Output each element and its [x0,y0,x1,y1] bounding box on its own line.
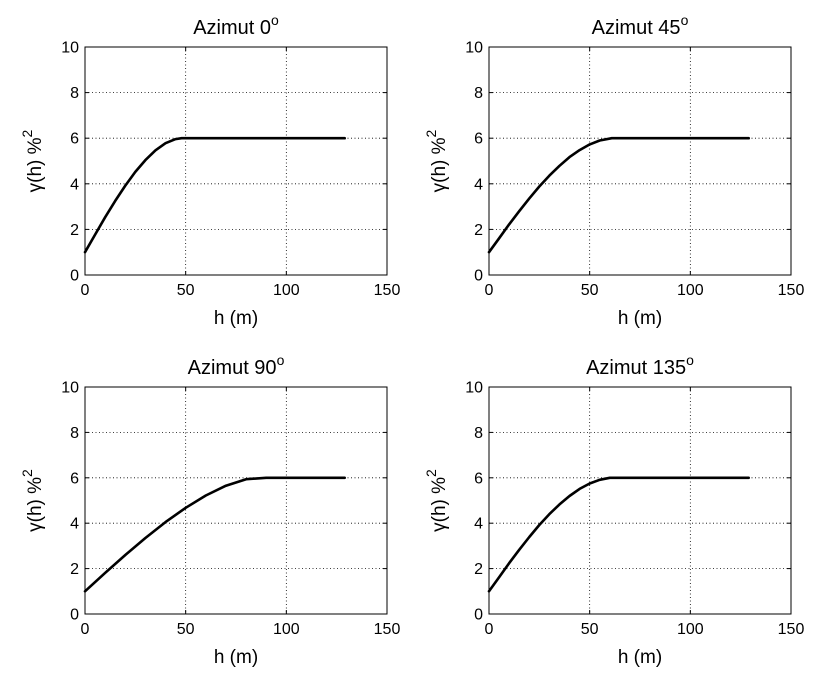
y-tick-label: 2 [474,222,483,239]
chart-title-superscript: o [681,12,689,28]
y-tick-label: 10 [465,380,483,397]
y-tick-label: 0 [70,607,79,624]
x-tick-label: 50 [177,621,195,638]
plot-frame [488,46,792,276]
y-tick-label: 6 [70,470,79,487]
y-tick-label: 6 [70,131,79,148]
plot-frame [84,46,388,276]
chart-title-superscript: o [271,12,279,28]
y-tick-label: 10 [61,40,79,57]
y-tick-label: 0 [474,268,483,285]
y-tick-label: 8 [474,425,483,442]
y-tick-label: 6 [474,470,483,487]
variogram-curve [487,476,750,593]
y-axis-label-superscript: 2 [423,469,439,477]
y-axis-label-text: γ(h) % [25,477,46,532]
x-axis-label: h (m) [618,647,662,668]
x-tick-label: 100 [273,621,300,638]
chart-title-text: Azimut 0 [193,17,271,39]
chart-title: Azimut 45o [592,12,689,39]
y-axis-label: γ(h) %2 [423,469,450,532]
y-axis-label: γ(h) %2 [19,469,46,532]
y-tick-label: 2 [474,561,483,578]
variogram-curve [487,136,750,254]
y-tick-label: 4 [474,516,483,533]
x-tick-label: 100 [677,621,704,638]
y-tick-label: 4 [474,176,483,193]
x-axis-label: h (m) [214,308,258,329]
x-tick-label: 150 [778,621,805,638]
y-tick-label: 2 [70,561,79,578]
plot-frame [488,386,792,615]
y-tick-label: 0 [70,268,79,285]
y-axis-label-text: γ(h) % [25,137,46,192]
variogram-curve [83,476,346,593]
y-axis-label-superscript: 2 [19,469,35,477]
chart-title-superscript: o [686,352,694,368]
y-axis-label: γ(h) %2 [423,129,450,192]
y-tick-label: 4 [70,176,79,193]
y-tick-label: 10 [61,380,79,397]
chart-title-text: Azimut 90 [188,357,277,379]
x-tick-label: 0 [81,282,90,299]
x-tick-label: 150 [374,282,401,299]
x-axis-label: h (m) [618,308,662,329]
x-tick-label: 150 [778,282,805,299]
y-axis-label-superscript: 2 [423,129,439,137]
variogram-curve [83,136,346,254]
y-axis-label: γ(h) %2 [19,129,46,192]
x-tick-label: 50 [581,621,599,638]
x-tick-label: 0 [485,282,494,299]
y-tick-label: 4 [70,516,79,533]
chart-title-text: Azimut 45 [592,17,681,39]
chart-title: Azimut 0o [193,12,279,39]
plot-frame [84,386,388,615]
x-axis-label: h (m) [214,647,258,668]
y-tick-label: 8 [70,85,79,102]
y-tick-label: 2 [70,222,79,239]
y-tick-label: 8 [474,85,483,102]
y-axis-label-text: γ(h) % [429,477,450,532]
chart-title: Azimut 135o [586,352,694,379]
y-tick-label: 8 [70,425,79,442]
chart-title-text: Azimut 135 [586,357,686,379]
x-tick-label: 0 [81,621,90,638]
x-tick-label: 50 [581,282,599,299]
x-tick-label: 50 [177,282,195,299]
chart-title-superscript: o [277,352,285,368]
x-tick-label: 100 [677,282,704,299]
y-axis-label-superscript: 2 [19,129,35,137]
chart-title: Azimut 90o [188,352,285,379]
x-tick-label: 150 [374,621,401,638]
y-tick-label: 6 [474,131,483,148]
y-tick-label: 0 [474,607,483,624]
x-tick-label: 100 [273,282,300,299]
y-tick-label: 10 [465,40,483,57]
x-tick-label: 0 [485,621,494,638]
y-axis-label-text: γ(h) % [429,137,450,192]
